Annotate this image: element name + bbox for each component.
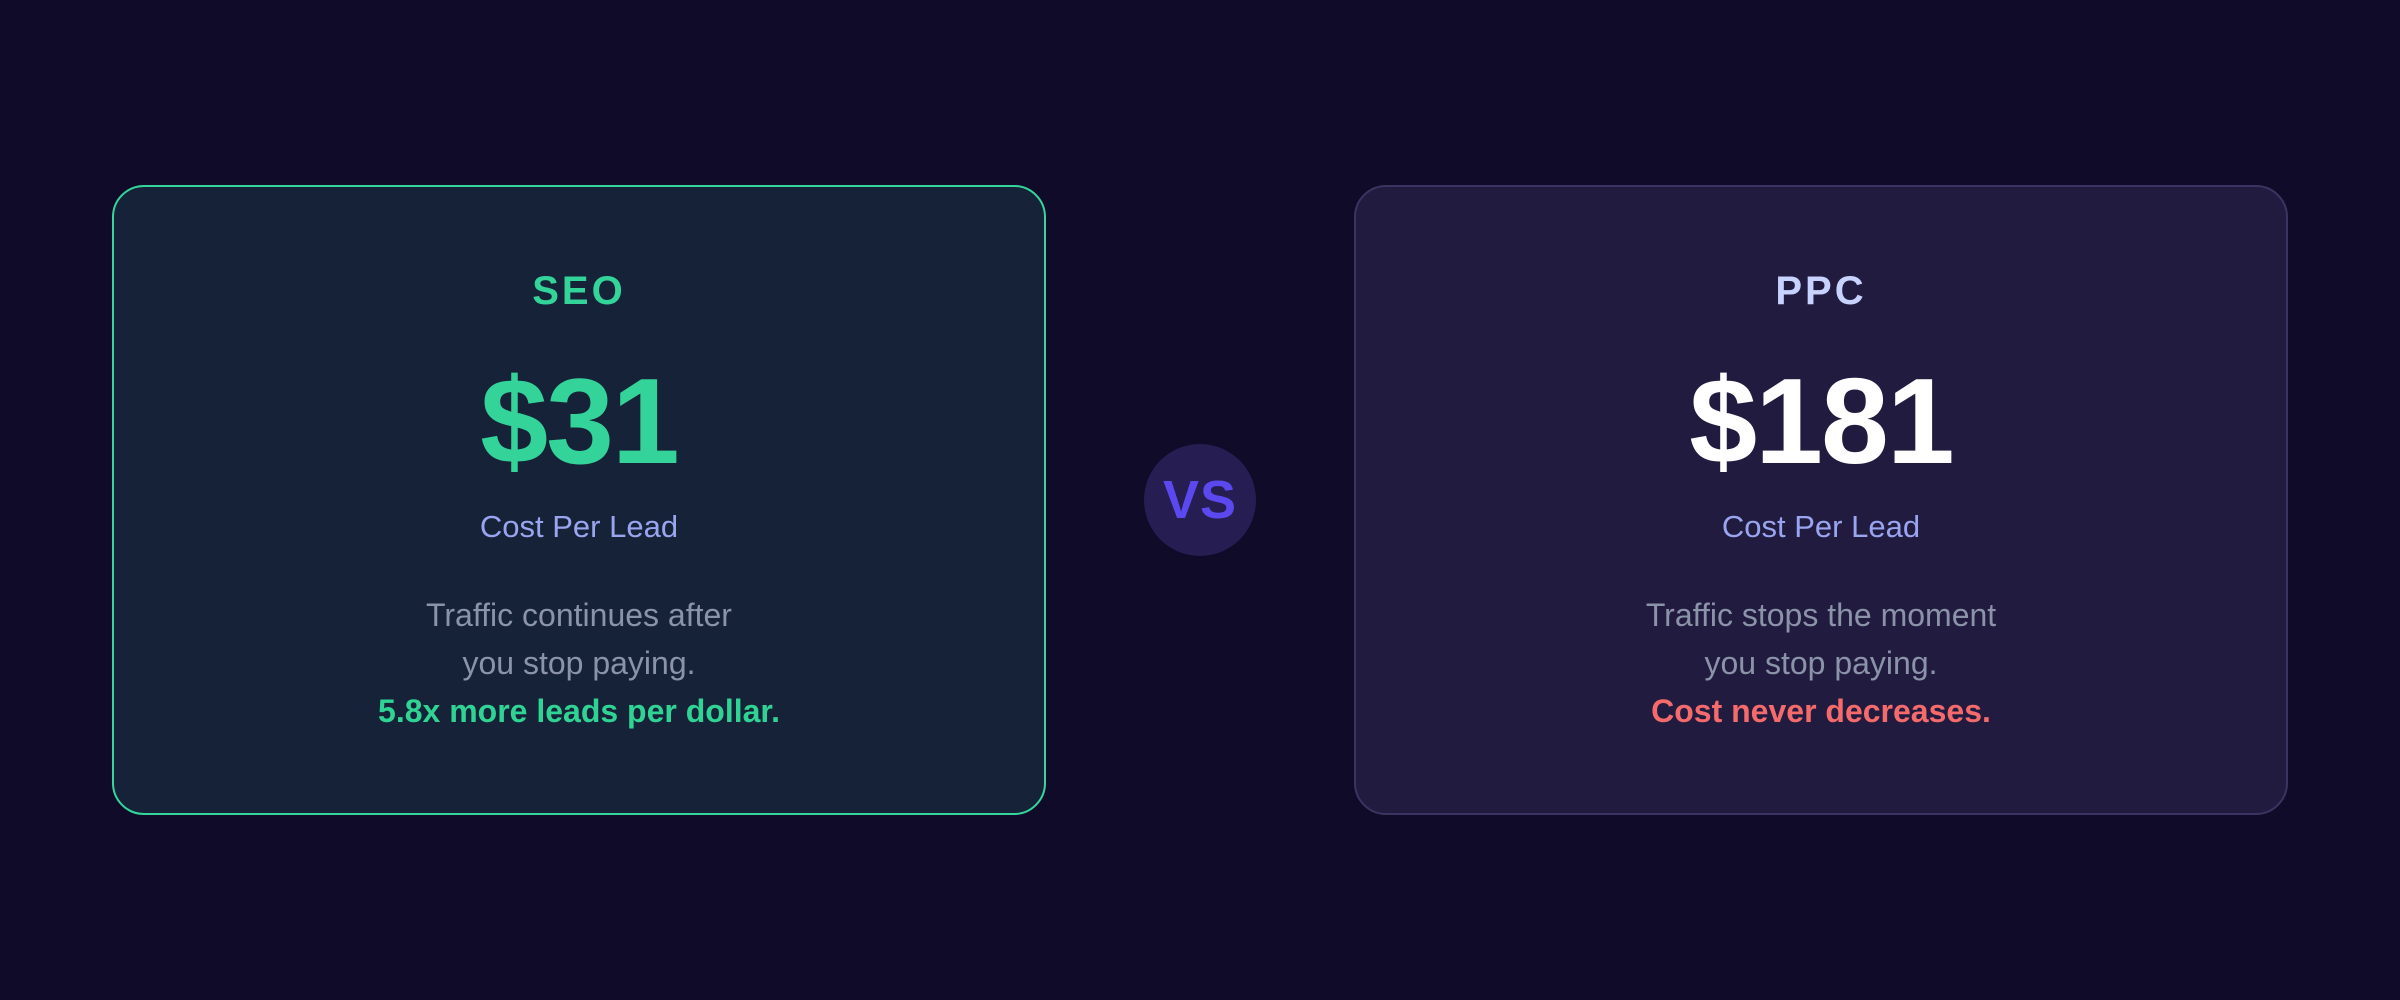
- ppc-highlight: Cost never decreases.: [1651, 693, 1991, 729]
- seo-price-value: $31: [480, 353, 680, 489]
- ppc-description-line1: Traffic stops the moment: [1645, 597, 1997, 633]
- ppc-price-label: Cost Per Lead: [1721, 509, 1921, 544]
- seo-highlight: 5.8x more leads per dollar.: [378, 693, 780, 729]
- ppc-description: Traffic stops the moment you stop paying…: [1356, 591, 2286, 735]
- seo-description: Traffic continues after you stop paying.…: [114, 591, 1044, 735]
- seo-card-title: SEO: [532, 269, 626, 313]
- seo-card: SEO $31 Cost Per Lead Traffic continues …: [112, 185, 1046, 815]
- vs-badge: VS: [1144, 444, 1256, 556]
- ppc-description-line2: you stop paying.: [1704, 645, 1938, 681]
- seo-description-line1: Traffic continues after: [426, 597, 732, 633]
- seo-price-label: Cost Per Lead: [479, 509, 679, 544]
- seo-description-line2: you stop paying.: [462, 645, 696, 681]
- ppc-card: PPC $181 Cost Per Lead Traffic stops the…: [1354, 185, 2288, 815]
- ppc-card-title: PPC: [1775, 269, 1867, 313]
- ppc-price-value: $181: [1689, 353, 1954, 489]
- vs-badge-label: VS: [1162, 470, 1238, 530]
